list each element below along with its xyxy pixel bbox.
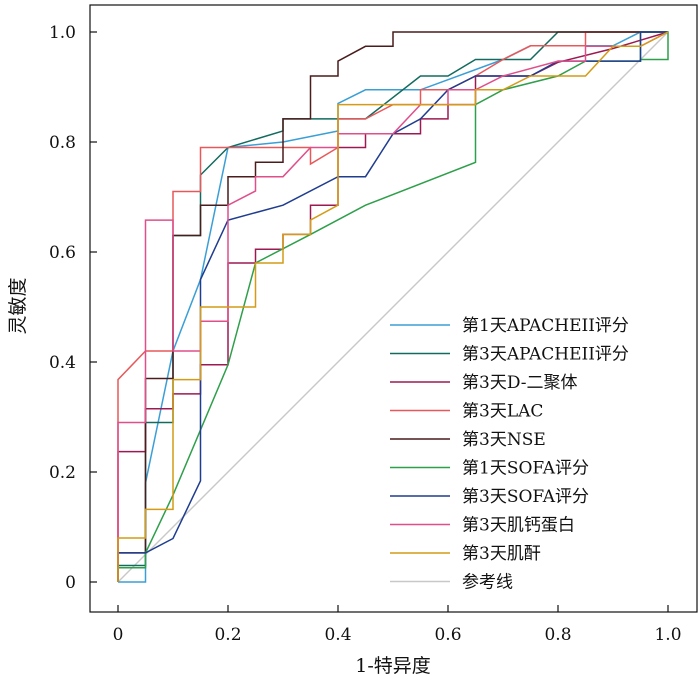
legend-label: 第3天肌钙蛋白 bbox=[462, 516, 575, 536]
x-tick-label: 0.4 bbox=[324, 625, 351, 645]
x-axis-title: 1-特异度 bbox=[355, 655, 431, 677]
y-tick-label: 0.4 bbox=[49, 353, 76, 373]
y-tick-label: 1.0 bbox=[49, 23, 76, 43]
x-tick-label: 1.0 bbox=[654, 625, 681, 645]
series-line-9 bbox=[117, 31, 669, 582]
legend-label: 第3天SOFA评分 bbox=[462, 487, 589, 507]
y-tick-label: 0 bbox=[65, 573, 76, 593]
x-tick-label: 0.2 bbox=[214, 625, 241, 645]
legend-label: 第3天肌酐 bbox=[462, 544, 541, 564]
legend-label: 第1天SOFA评分 bbox=[462, 459, 589, 479]
legend-label: 第3天D-二聚体 bbox=[462, 373, 578, 393]
y-axis-title: 灵敏度 bbox=[7, 277, 29, 334]
y-tick-label: 0.2 bbox=[49, 463, 76, 483]
x-tick-label: 0.8 bbox=[544, 625, 571, 645]
series-layer bbox=[117, 31, 669, 583]
legend-label: 第3天NSE bbox=[462, 430, 546, 450]
x-tick-label: 0.6 bbox=[434, 625, 461, 645]
legend-label: 参考线 bbox=[462, 573, 513, 593]
legend-label: 第3天LAC bbox=[462, 402, 543, 422]
y-tick-label: 0.8 bbox=[49, 133, 76, 153]
legend-label: 第3天APACHEII评分 bbox=[462, 345, 629, 365]
legend-label: 第1天APACHEII评分 bbox=[462, 316, 629, 336]
x-tick-label: 0 bbox=[113, 625, 124, 645]
series-line-10 bbox=[117, 31, 669, 583]
plot-frame bbox=[89, 4, 698, 613]
legend: 第1天APACHEII评分第3天APACHEII评分第3天D-二聚体第3天LAC… bbox=[390, 316, 629, 593]
axes-layer: 0 0 0.2 0.2 0.4 0.4 0.6 0.6 0.8 0.8 1.0 1.0 bbox=[49, 23, 682, 645]
reference-line-layer bbox=[117, 31, 669, 583]
y-tick-label: 0.6 bbox=[49, 243, 76, 263]
series-line-5 bbox=[117, 31, 668, 582]
series-line-8 bbox=[117, 31, 669, 582]
